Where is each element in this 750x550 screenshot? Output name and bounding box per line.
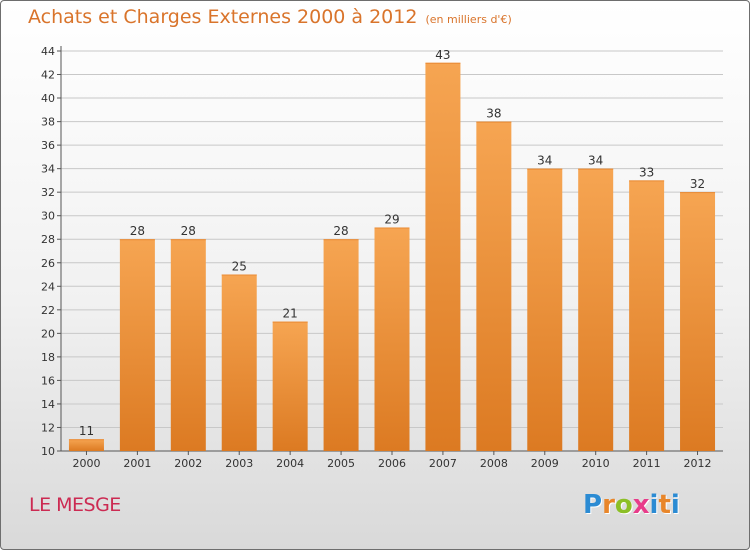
x-tick-label-2011: 2011: [633, 457, 661, 470]
x-tick-label-2004: 2004: [276, 457, 304, 470]
value-label-2000: 11: [79, 424, 94, 438]
value-label-2010: 34: [588, 154, 603, 168]
y-tick-label: 44: [41, 45, 55, 58]
value-label-2001: 28: [130, 224, 145, 238]
x-tick-label-2005: 2005: [327, 457, 355, 470]
x-tick-label-2012: 2012: [684, 457, 712, 470]
chart-unit: (en milliers d'€): [425, 13, 512, 26]
y-tick-label: 32: [41, 186, 55, 199]
value-label-2005: 28: [333, 224, 348, 238]
y-tick-label: 38: [41, 116, 55, 129]
bar-2012: [680, 192, 716, 452]
y-tick-label: 36: [41, 139, 55, 152]
y-tick-label: 10: [41, 445, 55, 458]
x-tick-label-2006: 2006: [378, 457, 406, 470]
chart-title-text: Achats et Charges Externes 2000 à 2012: [28, 6, 418, 28]
y-tick-label: 40: [41, 92, 55, 105]
y-tick-label: 24: [41, 280, 55, 293]
proxiti-logo: Proxiti: [583, 490, 680, 520]
bar-2008: [476, 121, 512, 452]
logo-letter: r: [602, 490, 615, 520]
value-label-2009: 34: [537, 154, 552, 168]
bar-2007: [425, 62, 461, 451]
y-tick-label: 18: [41, 351, 55, 364]
x-tick-label-2001: 2001: [123, 457, 151, 470]
value-label-2003: 25: [232, 260, 247, 274]
value-label-2007: 43: [435, 48, 450, 62]
bar-2009: [527, 168, 563, 451]
y-tick-label: 30: [41, 210, 55, 223]
y-tick-label: 28: [41, 233, 55, 246]
bar-2001: [119, 239, 155, 451]
value-label-2006: 29: [384, 212, 399, 226]
y-tick-label: 20: [41, 327, 55, 340]
location-label: LE MESGE: [29, 494, 121, 516]
x-tick-label-2000: 2000: [72, 457, 100, 470]
logo-letter: o: [614, 490, 633, 520]
y-tick-label: 26: [41, 257, 55, 270]
bar-2000: [68, 439, 104, 451]
bar-2010: [578, 168, 614, 451]
logo-letter: t: [658, 490, 671, 520]
x-tick-label-2009: 2009: [531, 457, 559, 470]
y-tick-label: 42: [41, 69, 55, 82]
bar-2002: [170, 239, 206, 451]
value-label-2004: 21: [283, 307, 298, 321]
bar-2004: [272, 321, 308, 451]
y-tick-label: 12: [41, 421, 55, 434]
value-label-2012: 32: [690, 177, 705, 191]
x-tick-label-2007: 2007: [429, 457, 457, 470]
logo-letter: P: [583, 490, 603, 520]
chart-title: Achats et Charges Externes 2000 à 2012 (e…: [28, 6, 512, 28]
y-tick-label: 14: [41, 398, 55, 411]
bar-2006: [374, 227, 410, 451]
value-label-2008: 38: [486, 107, 501, 121]
logo-letter: i: [649, 490, 659, 520]
x-tick-label-2010: 2010: [582, 457, 610, 470]
logo-letter: i: [670, 490, 680, 520]
bar-2003: [221, 274, 257, 451]
value-label-2002: 28: [181, 224, 196, 238]
logo-letter: x: [632, 490, 650, 520]
x-tick-label-2008: 2008: [480, 457, 508, 470]
y-tick-label: 34: [41, 163, 55, 176]
bar-2011: [629, 180, 665, 452]
bar-2005: [323, 239, 359, 451]
value-label-2011: 33: [639, 165, 654, 179]
y-tick-label: 22: [41, 304, 55, 317]
y-tick-label: 16: [41, 374, 55, 387]
x-tick-label-2002: 2002: [174, 457, 202, 470]
x-tick-label-2003: 2003: [225, 457, 253, 470]
